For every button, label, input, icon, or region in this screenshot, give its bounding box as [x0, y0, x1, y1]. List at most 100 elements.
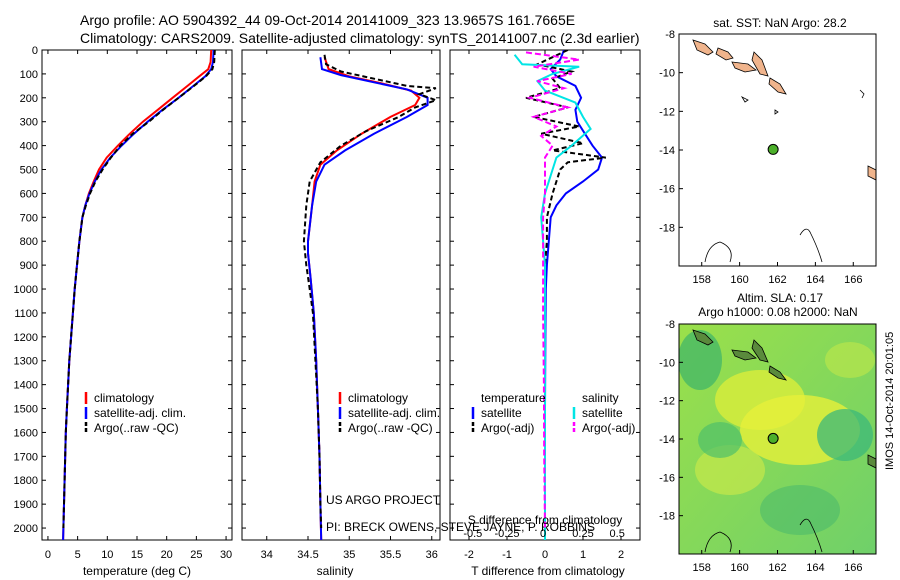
sst-map-coastlines: [692, 39, 876, 263]
x-tick-label: 2: [618, 549, 624, 561]
difference-panel: -2 -1 0 1 2 temperaturesatelliteArgo(-adj)sa…: [449, 49, 641, 578]
temperature-panel: 0100200300400500600700800900100011001200…: [14, 45, 233, 578]
x-tick-label: 5: [75, 549, 81, 561]
depth-tick-label: 500: [20, 165, 38, 177]
x-tick-label: 0: [45, 549, 51, 561]
series-line-temperature-argo-adj-: [525, 50, 606, 528]
series-line-argo-raw-qc-: [302, 54, 439, 529]
x-tick-label: -1: [502, 549, 512, 561]
legend-label: satellite-adj. clim.: [348, 406, 440, 420]
island: [751, 51, 769, 77]
island: [692, 329, 714, 346]
depth-tick-label: 1300: [14, 356, 38, 368]
depth-tick-label: 800: [20, 236, 38, 248]
lat-tick-label: -16: [659, 184, 675, 196]
legend-label: Argo(..raw -QC): [348, 421, 433, 435]
island: [867, 165, 876, 181]
lat-tick-label: -8: [665, 29, 675, 41]
depth-tick-label: 1000: [14, 284, 38, 296]
temperature-series: [62, 50, 216, 540]
island: [731, 61, 757, 73]
lon-tick-label: 164: [806, 562, 824, 574]
sla-map-title: Altim. SLA: 0.17: [737, 291, 823, 305]
x-tick-label: 36: [426, 549, 438, 561]
x-tick-label: 15: [131, 549, 143, 561]
salinity-x-label: salinity: [317, 564, 354, 578]
lat-tick-label: -14: [659, 434, 675, 446]
reef: [859, 89, 865, 99]
sla-low-patch: [760, 485, 840, 535]
lon-tick-label: 164: [806, 274, 824, 286]
x-tick-label: 34: [261, 549, 273, 561]
island: [692, 39, 714, 56]
temperature-x-label: temperature (deg C): [83, 564, 191, 578]
s-difference-tick-label: -0.25: [494, 528, 519, 540]
depth-tick-label: 2000: [14, 523, 38, 535]
x-tick-label: 10: [101, 549, 113, 561]
series-line-climatology: [307, 56, 421, 540]
depth-tick-label: 1100: [14, 308, 38, 320]
imos-timestamp: IMOS 14-Oct-2014 20:01:05: [884, 332, 896, 470]
x-tick-label: -2: [464, 549, 474, 561]
legend-label: satellite-adj. clim.: [94, 406, 186, 420]
pi-credit: PI: BRECK OWENS, STEVE JAYNE, P. ROBBINS: [326, 520, 595, 534]
temperature-plot-frame: [41, 49, 233, 541]
temperature-x-axis: 0 5 10 15 20 25 30: [45, 50, 232, 561]
legend-label: satellite: [481, 406, 522, 420]
legend-label: Argo(-adj): [582, 421, 635, 435]
legend-label: Argo(..raw -QC): [94, 421, 179, 435]
lat-tick-label: -14: [659, 145, 675, 157]
reef: [740, 96, 749, 103]
lat-tick-label: -18: [659, 222, 675, 234]
s-difference-tick-label: 0.5: [610, 528, 625, 540]
sla-high-patch: [695, 445, 765, 495]
depth-tick-label: 700: [20, 212, 38, 224]
depth-tick-label: 1200: [14, 332, 38, 344]
lat-tick-label: -12: [659, 106, 675, 118]
t-difference-label: T difference from climatology: [471, 564, 625, 578]
argo-float-marker: [767, 432, 779, 444]
salinity-x-axis: 34 34.5 35 35.5 36: [261, 50, 438, 561]
s-difference-ticks: -0.5 -0.25 0 0.25 0.5: [463, 528, 625, 540]
sla-low-patch: [679, 330, 722, 390]
series-line-salinity-satellite: [513, 54, 592, 540]
argo-float-marker: [767, 143, 779, 155]
lat-tick-label: -16: [659, 472, 675, 484]
island: [768, 365, 787, 381]
s-difference-tick-label: 0: [540, 528, 546, 540]
x-tick-label: 35: [343, 549, 355, 561]
x-tick-label: 20: [161, 549, 173, 561]
x-tick-label: 0: [542, 549, 548, 561]
lon-tick-label: 166: [844, 562, 862, 574]
salinity-series: [302, 54, 439, 540]
lon-tick-label: 158: [693, 274, 711, 286]
island: [731, 349, 757, 361]
sla-high-patch: [825, 342, 875, 378]
series-line-argo-raw-qc-: [62, 50, 216, 529]
figure-title-line2: Climatology: CARS2009. Satellite-adjuste…: [80, 30, 640, 46]
legend-label: Argo(-adj): [481, 421, 534, 435]
figure-title-line1: Argo profile: AO 5904392_44 09-Oct-2014 …: [80, 12, 576, 28]
difference-series: [513, 50, 606, 540]
lat-tick-label: -10: [659, 68, 675, 80]
salinity-depth-ticks: [242, 49, 440, 529]
project-credit: US ARGO PROJECT: [326, 493, 441, 507]
series-line-salinity-argo-adj-: [525, 51, 580, 529]
legend-label: climatology: [348, 391, 408, 405]
series-line-climatology: [62, 50, 213, 540]
sst-map-panel: sat. SST: NaN Argo: 28.2 158 160 162 164 166…: [659, 16, 877, 286]
reef: [799, 518, 823, 553]
x-tick-label: 35.5: [380, 549, 401, 561]
sla-low-patch: [817, 409, 873, 461]
island: [867, 454, 876, 469]
depth-tick-label: 1900: [14, 499, 38, 511]
depth-tick-label: 1800: [14, 475, 38, 487]
x-tick-label: 1: [580, 549, 586, 561]
sla-map-axes: 158 160 162 164 166 -8 -10 -12 -14 -16 -18: [659, 319, 862, 574]
depth-tick-label: 200: [20, 93, 38, 105]
lon-tick-label: 162: [768, 562, 786, 574]
lon-tick-label: 166: [844, 274, 862, 286]
